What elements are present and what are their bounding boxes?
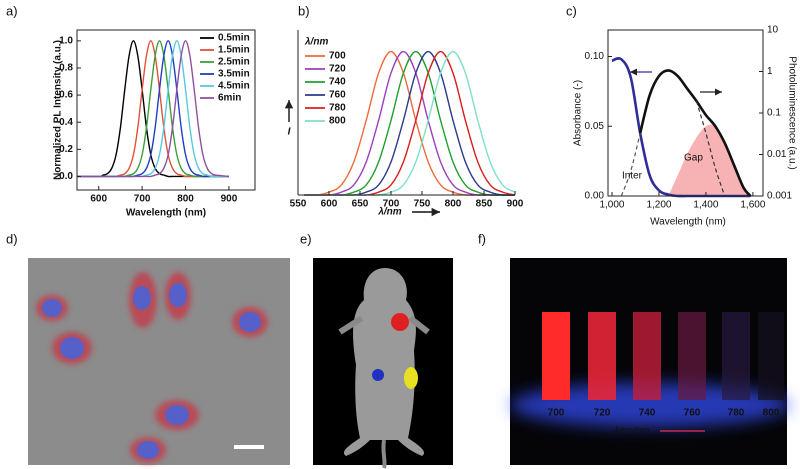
mouse-image <box>313 258 453 469</box>
area <box>668 124 751 196</box>
y-tick-label: 0.00 <box>585 191 605 202</box>
x-tick-label: 850 <box>476 199 493 210</box>
chart: b)550 600 650 700 750 800 850 900λ/nmIλ/nm70072… <box>288 3 524 217</box>
legend-label: 4.5min <box>218 81 250 92</box>
signal-spot <box>372 369 384 381</box>
legend-label: 0.5min <box>218 33 250 44</box>
cuvette-label: 800 <box>763 408 780 419</box>
y-tick-label: 0.8 <box>59 63 73 74</box>
cuvette-image <box>510 258 790 465</box>
y-axis-label: Normalized PL Intensity (a.u.) <box>53 40 64 180</box>
cuvette-label: 720 <box>594 408 611 419</box>
mouse-limbs <box>338 315 430 335</box>
legend-label: 720 <box>329 64 346 75</box>
chart: a) 600 700 800 900 0.0 0.2 0.4 0.6 0.8 1.0 Waveleng… <box>6 3 256 219</box>
cuvette-label: 760 <box>684 408 701 419</box>
cell-image <box>28 258 290 465</box>
axis-label: λem/nm <box>613 426 649 437</box>
legend-label: 3.5min <box>218 69 250 80</box>
legend-title: λ/nm <box>304 37 328 48</box>
cuvettes <box>542 312 784 400</box>
y2-tick-label: 10 <box>767 25 779 36</box>
cuvette-label: 780 <box>728 408 745 419</box>
plot-frame <box>76 29 256 191</box>
legend-label: 2.5min <box>218 57 250 68</box>
x-tick-label: 800 <box>177 194 194 205</box>
cuvette-label: 700 <box>548 408 565 419</box>
panel-label: f) <box>478 231 486 246</box>
panel-label: c) <box>566 3 577 18</box>
x-tick-label: 600 <box>90 194 107 205</box>
legend-label: 1.5min <box>218 45 250 56</box>
mouse-tail <box>381 439 387 469</box>
x-tick-label: 700 <box>134 194 151 205</box>
signal-spot <box>404 367 418 389</box>
y-tick-label: 1.0 <box>59 35 73 46</box>
x-tick-label: 1,200 <box>646 200 671 211</box>
y-tick-label: 0.10 <box>585 51 605 62</box>
x-tick-label: 1,000 <box>599 200 624 211</box>
y-axis-label: Absorbance (-) <box>573 80 584 146</box>
chart: c) 1,000 1,200 1,400 1,600 0.00 0.05 0.10 0.001 0… <box>566 3 797 227</box>
legend-label: 6min <box>218 93 241 104</box>
y-tick-label: 0.4 <box>59 117 73 128</box>
y-tick-label: 0.2 <box>59 144 73 155</box>
y-tick-label: 0.05 <box>585 121 605 132</box>
cuvette <box>722 312 750 400</box>
series-line <box>76 40 230 178</box>
x-tick-label: 800 <box>445 199 462 210</box>
y2-tick-label: 0.01 <box>767 149 787 160</box>
y2-axis-label: Photoluminescence (a.u.) <box>786 56 797 169</box>
x-tick-label: 1,600 <box>740 200 765 211</box>
x-tick-label: 600 <box>321 199 338 210</box>
legend-label: 700 <box>329 51 346 62</box>
legend-label: 740 <box>329 77 346 88</box>
legend-label: 760 <box>329 90 346 101</box>
scale-bar <box>234 445 264 449</box>
cuvette <box>678 312 706 400</box>
y-axis-label: I <box>288 127 291 138</box>
y-tick-label: 0.0 <box>59 171 73 182</box>
y2-tick-label: 0.1 <box>767 108 781 119</box>
annotation: Gap <box>684 153 703 164</box>
x-tick-label: 1,400 <box>693 200 718 211</box>
x-tick-label: 650 <box>352 199 369 210</box>
legend-label: 800 <box>329 116 346 127</box>
x-tick-label: 700 <box>383 199 400 210</box>
series-line <box>620 133 641 197</box>
cuvette <box>633 312 661 400</box>
x-tick-label: 900 <box>221 194 238 205</box>
cuvette <box>758 312 784 400</box>
panel-label: d) <box>6 231 18 246</box>
panel-label: b) <box>298 3 310 18</box>
y-tick-label: 0.6 <box>59 90 73 101</box>
x-axis-label: λ/nm <box>377 207 401 218</box>
signal-spot <box>391 313 409 331</box>
cuvette-label: 740 <box>639 408 656 419</box>
y2-tick-label: 0.001 <box>767 191 792 202</box>
legend-label: 780 <box>329 103 346 114</box>
blue-glow <box>510 383 790 427</box>
x-tick-label: 750 <box>414 199 431 210</box>
panel-label: e) <box>300 231 312 246</box>
cuvette <box>588 312 616 400</box>
annotation: Inter <box>622 171 643 182</box>
x-axis-label: Wavelength (nm) <box>650 217 726 228</box>
x-tick-label: 900 <box>507 199 524 210</box>
panel-label: a) <box>6 3 18 18</box>
series-line <box>695 100 726 197</box>
y2-tick-label: 1 <box>767 66 773 77</box>
cell-nuclei <box>42 283 261 459</box>
x-axis-label: Wavelength (nm) <box>126 208 206 219</box>
cuvette <box>542 312 570 400</box>
x-tick-label: 550 <box>290 199 307 210</box>
